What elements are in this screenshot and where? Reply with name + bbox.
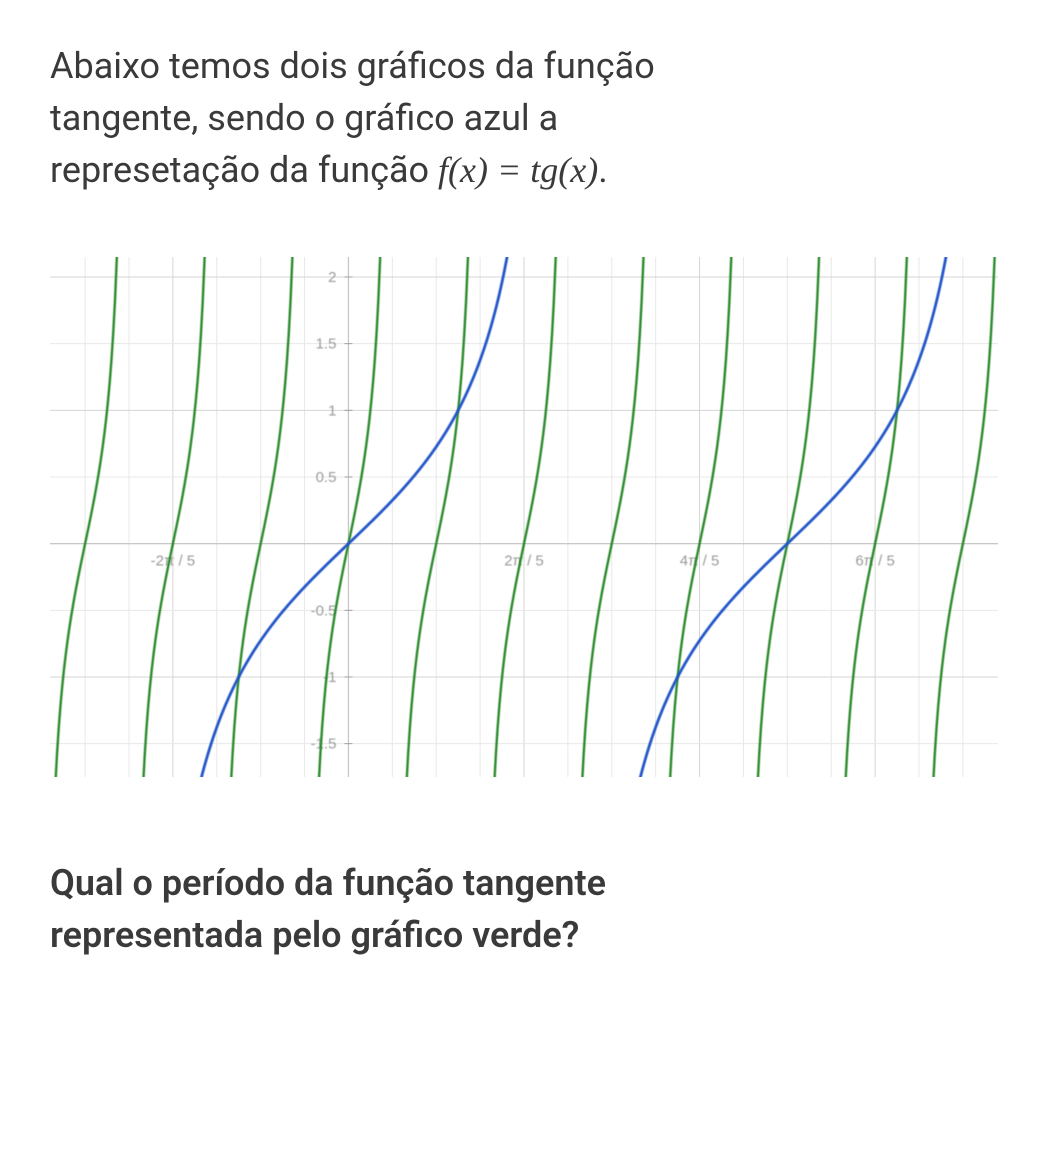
svg-text:6π / 5: 6π / 5 [855,552,895,569]
intro-line3-suffix: . [598,149,608,191]
svg-text:-0.5: -0.5 [311,602,337,619]
tangent-chart: 21.510.5-0.5-1-1.5-2π / 52π / 54π / 56π … [50,257,998,777]
question-line1: Qual o período da função tangente [50,862,606,904]
svg-text:-1.5: -1.5 [311,735,337,752]
svg-text:1: 1 [328,402,336,419]
svg-text:0.5: 0.5 [316,469,337,486]
svg-text:-2π / 5: -2π / 5 [151,552,196,569]
question-paragraph: Qual o período da função tangente repres… [50,857,998,961]
math-expression: f(x) = tg(x) [438,150,598,190]
intro-line1: Abaixo temos dois gráficos da função [50,45,655,87]
chart-svg: 21.510.5-0.5-1-1.5-2π / 52π / 54π / 56π … [50,257,998,777]
question-line2: representada pelo gráfico verde? [50,914,579,956]
svg-text:2: 2 [328,269,336,286]
svg-text:4π / 5: 4π / 5 [680,552,720,569]
svg-text:1.5: 1.5 [316,335,337,352]
intro-line2: tangente, sendo o gráfico azul a [50,97,558,139]
svg-text:2π / 5: 2π / 5 [504,552,544,569]
intro-line3-prefix: represetação da função [50,149,438,191]
intro-paragraph: Abaixo temos dois gráficos da função tan… [50,40,998,197]
